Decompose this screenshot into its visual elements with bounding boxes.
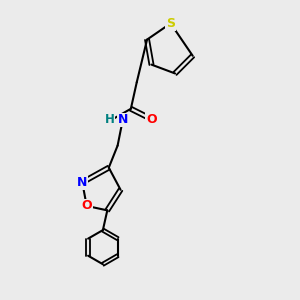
Text: S: S [166,17,175,30]
Text: O: O [146,112,157,126]
Text: H: H [105,112,115,126]
Text: N: N [77,176,88,189]
Text: N: N [117,113,128,127]
Text: O: O [81,200,92,212]
